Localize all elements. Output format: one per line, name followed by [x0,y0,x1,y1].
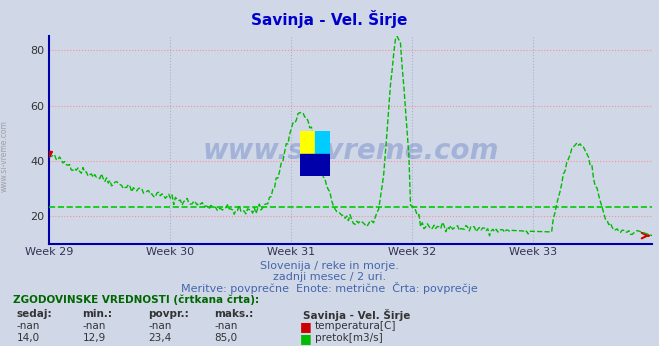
Text: povpr.:: povpr.: [148,309,189,319]
Text: Savinja - Vel. Širje: Savinja - Vel. Širje [251,10,408,28]
Bar [300,154,330,176]
Text: temperatura[C]: temperatura[C] [315,321,397,331]
Bar [300,131,315,154]
Text: 23,4: 23,4 [148,333,171,343]
Bar [315,131,330,154]
Text: ZGODOVINSKE VREDNOSTI (črtkana črta):: ZGODOVINSKE VREDNOSTI (črtkana črta): [13,295,259,305]
Text: maks.:: maks.: [214,309,254,319]
Text: pretok[m3/s]: pretok[m3/s] [315,333,383,343]
Text: Week 29: Week 29 [25,247,74,257]
Text: sedaj:: sedaj: [16,309,52,319]
Text: www.si-vreme.com: www.si-vreme.com [0,120,9,192]
Text: Meritve: povprečne  Enote: metrične  Črta: povprečje: Meritve: povprečne Enote: metrične Črta:… [181,282,478,294]
Text: 85,0: 85,0 [214,333,237,343]
Text: ■: ■ [300,332,312,345]
Text: 14,0: 14,0 [16,333,40,343]
Text: min.:: min.: [82,309,113,319]
Text: Week 32: Week 32 [388,247,436,257]
Text: www.si-vreme.com: www.si-vreme.com [203,137,499,164]
Text: Week 30: Week 30 [146,247,194,257]
Text: -nan: -nan [16,321,40,331]
Text: 12,9: 12,9 [82,333,105,343]
Text: -nan: -nan [82,321,105,331]
Text: -nan: -nan [148,321,171,331]
Text: Savinja - Vel. Širje: Savinja - Vel. Širje [303,309,411,321]
Text: Week 31: Week 31 [268,247,316,257]
Text: ■: ■ [300,320,312,333]
Text: -nan: -nan [214,321,237,331]
Text: zadnji mesec / 2 uri.: zadnji mesec / 2 uri. [273,272,386,282]
Text: Slovenija / reke in morje.: Slovenija / reke in morje. [260,261,399,271]
Text: Week 33: Week 33 [509,247,558,257]
